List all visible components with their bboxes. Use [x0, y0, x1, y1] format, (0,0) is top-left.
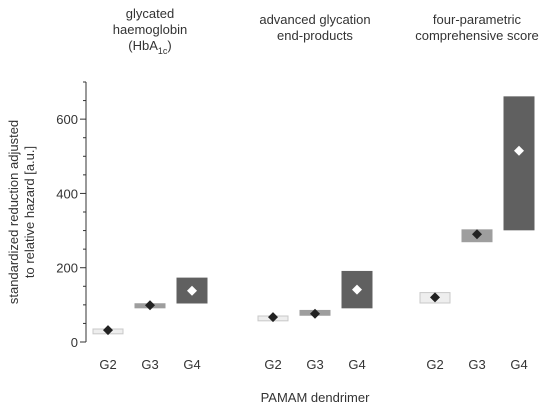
diamond-marker: [310, 308, 320, 319]
diamond-marker: [103, 325, 113, 336]
y-tick-label: 600: [56, 112, 78, 127]
x-axis-label: PAMAM dendrimer: [261, 390, 371, 405]
diamond-marker: [472, 229, 482, 240]
group-title-1-line3-main: (HbA: [128, 38, 158, 53]
x-tick-labels: G2 G3 G4 G2 G3 G4 G2 G3 G4: [99, 357, 527, 372]
y-tick-label: 200: [56, 261, 78, 276]
diamond-marker: [514, 145, 524, 156]
y-axis-label: standardized reduction adjusted to relat…: [6, 120, 37, 304]
diamond-marker: [352, 284, 362, 295]
group-title-3-line1: four-parametric: [433, 12, 522, 27]
group-title-2-line2: end-products: [277, 28, 353, 43]
y-tick-label: 400: [56, 186, 78, 201]
diamond-marker: [145, 300, 155, 311]
x-tick-label: G3: [468, 357, 485, 372]
group-title-3: four-parametric comprehensive score: [415, 12, 539, 43]
x-tick-label: G4: [183, 357, 200, 372]
group-title-3-line2: comprehensive score: [415, 28, 539, 43]
x-tick-label: G4: [510, 357, 527, 372]
x-tick-label: G4: [348, 357, 365, 372]
group-title-1-line3: (HbA1c): [128, 38, 171, 56]
x-tick-label: G2: [264, 357, 281, 372]
group-title-1-line2: haemoglobin: [113, 22, 187, 37]
x-tick-label: G2: [426, 357, 443, 372]
y-axis-label-line1: standardized reduction adjusted: [6, 120, 21, 304]
plot-area: [92, 96, 535, 336]
group-title-2-line1: advanced glycation: [259, 12, 370, 27]
group-title-1: glycated haemoglobin (HbA1c): [113, 6, 187, 56]
x-tick-label: G2: [99, 357, 116, 372]
diamond-marker: [268, 312, 278, 323]
x-tick-label: G3: [141, 357, 158, 372]
group-title-1-line3-end: ): [167, 38, 171, 53]
diamond-marker: [187, 285, 197, 296]
range-bar-g4: [176, 277, 208, 304]
x-tick-label: G3: [306, 357, 323, 372]
diamond-marker: [430, 292, 440, 303]
y-axis-label-line2: to relative hazard [a.u.]: [22, 146, 37, 278]
y-axis: 0 200 400 600: [56, 81, 87, 350]
group-title-1-line1: glycated: [126, 6, 174, 21]
group-title-1-line3-sub: 1c: [158, 46, 168, 56]
range-bar-g4: [503, 96, 535, 231]
y-tick-label: 0: [71, 335, 78, 350]
group-title-2: advanced glycation end-products: [259, 12, 370, 43]
